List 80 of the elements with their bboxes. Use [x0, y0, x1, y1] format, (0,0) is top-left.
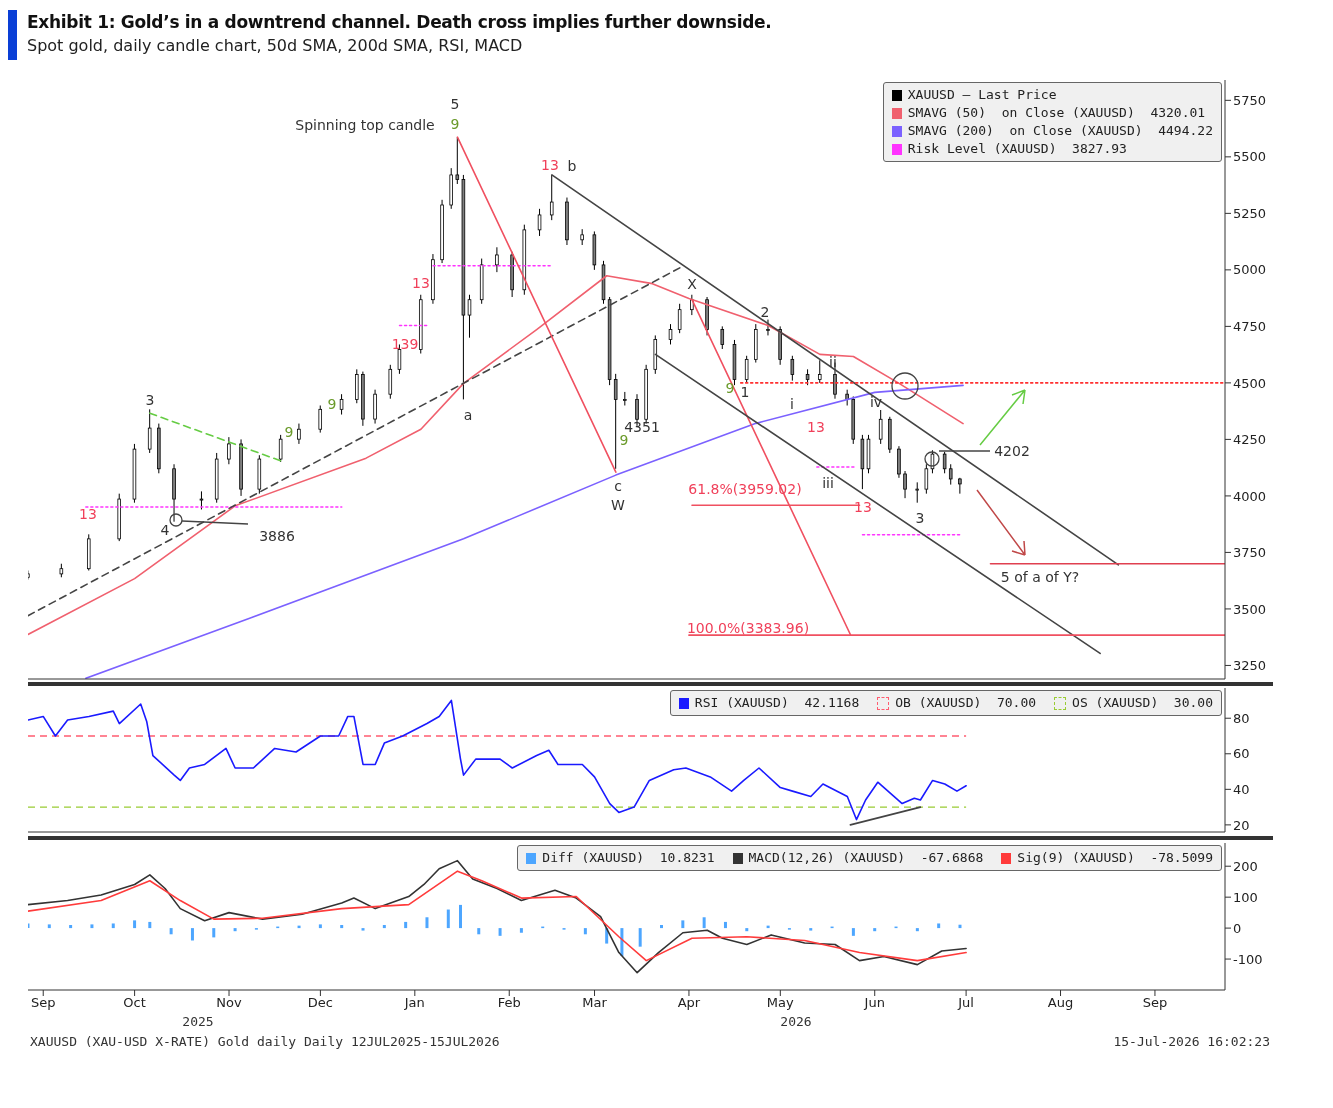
x-tick-label: Feb	[497, 995, 521, 1011]
x-tick-label: May	[766, 995, 795, 1011]
x-tick-label: Sep	[30, 995, 56, 1011]
legend-label: Sig(9) (XAUUSD) -78.5099	[1017, 849, 1213, 867]
y-tick-label: 40	[1233, 781, 1250, 797]
text: 15-Jul-2026 16:02:23	[1113, 1033, 1270, 1049]
text: XAUUSD (XAU-USD X-RATE) Gold daily Daily 12JUL2025-15JUL2026	[30, 1033, 500, 1049]
y-tick-label: 5500	[1233, 149, 1267, 165]
annotation: 3886	[259, 528, 295, 544]
y-tick-label: 100	[1233, 889, 1258, 905]
legend-label: MACD(12,26) (XAUUSD) -67.6868	[748, 849, 984, 867]
legend-label: SMAVG (200) on Close (XAUUSD) 4494.22	[907, 122, 1213, 140]
y-tick-label: 60	[1233, 746, 1250, 762]
x-tick-label: Nov	[216, 995, 243, 1011]
chart-title: Exhibit 1: Gold’s in a downtrend channel. Death cross implies further downside.	[27, 11, 772, 34]
annotation: 2	[760, 304, 770, 320]
annotation: X	[687, 276, 698, 292]
y-tick-label: 4500	[1233, 375, 1267, 391]
y-tick-label: 200	[1233, 858, 1258, 874]
annotation: 5	[450, 96, 460, 112]
legend-label: SMAVG (50) on Close (XAUUSD) 4320.01	[907, 104, 1206, 122]
annotation: 4	[160, 522, 170, 538]
y-tick-label: 5750	[1233, 92, 1267, 108]
y-tick-label: 3500	[1233, 601, 1267, 617]
legend-label: RSI (XAUUSD) 42.1168	[694, 694, 860, 712]
annotation: a	[463, 407, 473, 423]
chart-subtitle: Spot gold, daily candle chart, 50d SMA, 200d SMA, RSI, MACD	[27, 35, 524, 57]
x-tick-label: Mar	[582, 995, 608, 1011]
y-tick-label: 5000	[1233, 262, 1267, 278]
y-tick-label: 3750	[1233, 545, 1267, 561]
y-tick-label: 4250	[1233, 432, 1267, 448]
x-tick-label: Dec	[307, 995, 333, 1011]
legend-label: Risk Level (XAUUSD) 3827.93	[907, 140, 1127, 158]
x-tick-label: Sep	[1142, 995, 1168, 1011]
annotation: 9	[327, 396, 337, 412]
x-tick-label: Jun	[863, 995, 885, 1011]
annotation: 4202	[994, 443, 1030, 459]
annotation: c	[614, 478, 622, 494]
legend-label: OB (XAUUSD) 70.00	[895, 694, 1037, 712]
annotation: W	[611, 497, 626, 513]
y-tick-label: -100	[1233, 951, 1263, 967]
y-tick-label: 0	[1233, 920, 1242, 936]
x-tick-label: Apr	[677, 995, 701, 1011]
legend-label: Diff (XAUUSD) 10.8231	[542, 849, 715, 867]
annotation: 9	[450, 116, 460, 132]
annotation: 13	[79, 506, 97, 522]
annotation: iii	[822, 475, 834, 491]
y-tick-label: 5250	[1233, 205, 1267, 221]
annotation: ii	[829, 354, 837, 370]
legend-label: OS (XAUUSD) 30.00	[1072, 694, 1213, 712]
y-tick-label: 20	[1233, 817, 1250, 833]
x-tick-label: Oct	[123, 995, 146, 1011]
text: 2025	[182, 1013, 214, 1029]
annotation: 139	[391, 336, 419, 352]
legend-label: XAUUSD – Last Price	[907, 86, 1057, 104]
annotation: 9	[284, 424, 294, 440]
y-tick-label: 80	[1233, 710, 1250, 726]
annotation: 13	[541, 157, 559, 173]
annotation: iv	[869, 394, 883, 410]
annotation: 9	[619, 432, 629, 448]
annotation: b	[567, 158, 577, 174]
annotation: 3	[915, 510, 925, 526]
x-tick-label: Aug	[1047, 995, 1074, 1011]
annotation: 13	[807, 419, 825, 435]
x-tick-label: Jan	[403, 995, 425, 1011]
annotation: 9	[725, 380, 735, 396]
annotation: 4351	[624, 419, 660, 435]
y-tick-label: 4000	[1233, 488, 1267, 504]
annotation: 5 of a of Y?	[1000, 569, 1080, 585]
x-tick-label: Jul	[957, 995, 974, 1011]
annotation: 100.0%(3383.96)	[686, 620, 810, 636]
annotation: 3	[145, 392, 155, 408]
annotation: 1	[740, 384, 750, 400]
annotation: 13	[412, 275, 430, 291]
annotation: 13	[854, 499, 872, 515]
annotation: i	[790, 396, 794, 412]
annotation: Spinning top candle	[295, 117, 435, 133]
text: 2026	[780, 1013, 812, 1029]
y-tick-label: 3250	[1233, 658, 1267, 674]
y-tick-label: 4750	[1233, 319, 1267, 334]
